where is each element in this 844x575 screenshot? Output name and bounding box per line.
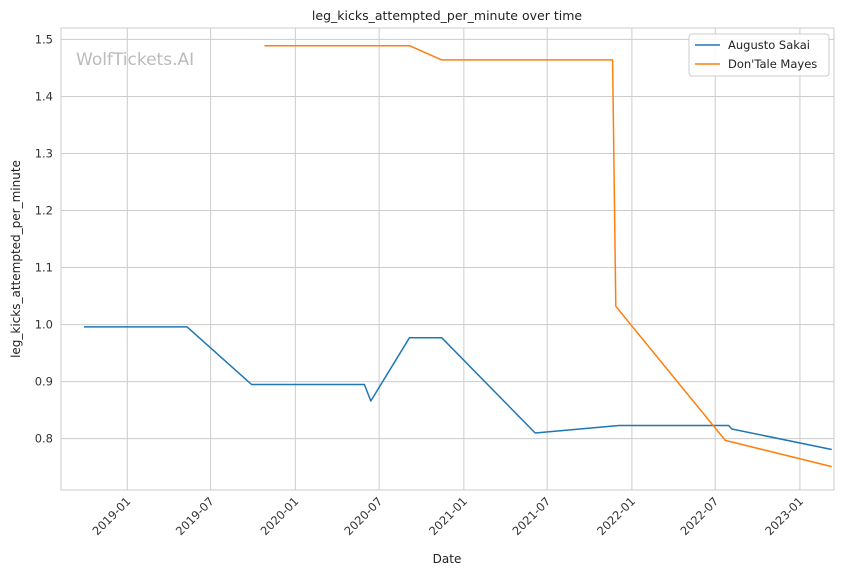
y-tick-label: 0.9 xyxy=(35,375,53,389)
series-layer xyxy=(84,44,832,468)
plot-frame xyxy=(60,27,835,491)
chart-title: leg_kicks_attempted_per_minute over time xyxy=(312,8,582,23)
y-tick-label: 1.5 xyxy=(35,32,53,46)
y-tick-label: 1.3 xyxy=(35,146,53,160)
legend: Augusto Sakai Don'Tale Mayes xyxy=(688,33,830,77)
y-tick-label: 1.1 xyxy=(35,261,53,275)
x-axis-title: Date xyxy=(433,552,462,566)
y-axis-title: leg_kicks_attempted_per_minute xyxy=(9,160,23,358)
series-line-1 xyxy=(264,44,832,468)
legend-label-1: Don'Tale Mayes xyxy=(728,57,817,71)
y-tick-label: 1.4 xyxy=(35,89,53,103)
legend-label-0: Augusto Sakai xyxy=(728,38,810,52)
series-line-0 xyxy=(84,326,832,451)
y-tick-label: 1.2 xyxy=(35,204,53,218)
watermark: WolfTickets.AI xyxy=(76,50,194,70)
y-axis-ticks: 0.8 0.9 1.0 1.1 1.2 1.3 1.4 1.5 xyxy=(35,32,53,445)
grid xyxy=(61,28,834,490)
y-tick-label: 0.8 xyxy=(35,432,53,446)
y-tick-label: 1.0 xyxy=(35,318,53,332)
legend-box xyxy=(688,33,830,77)
